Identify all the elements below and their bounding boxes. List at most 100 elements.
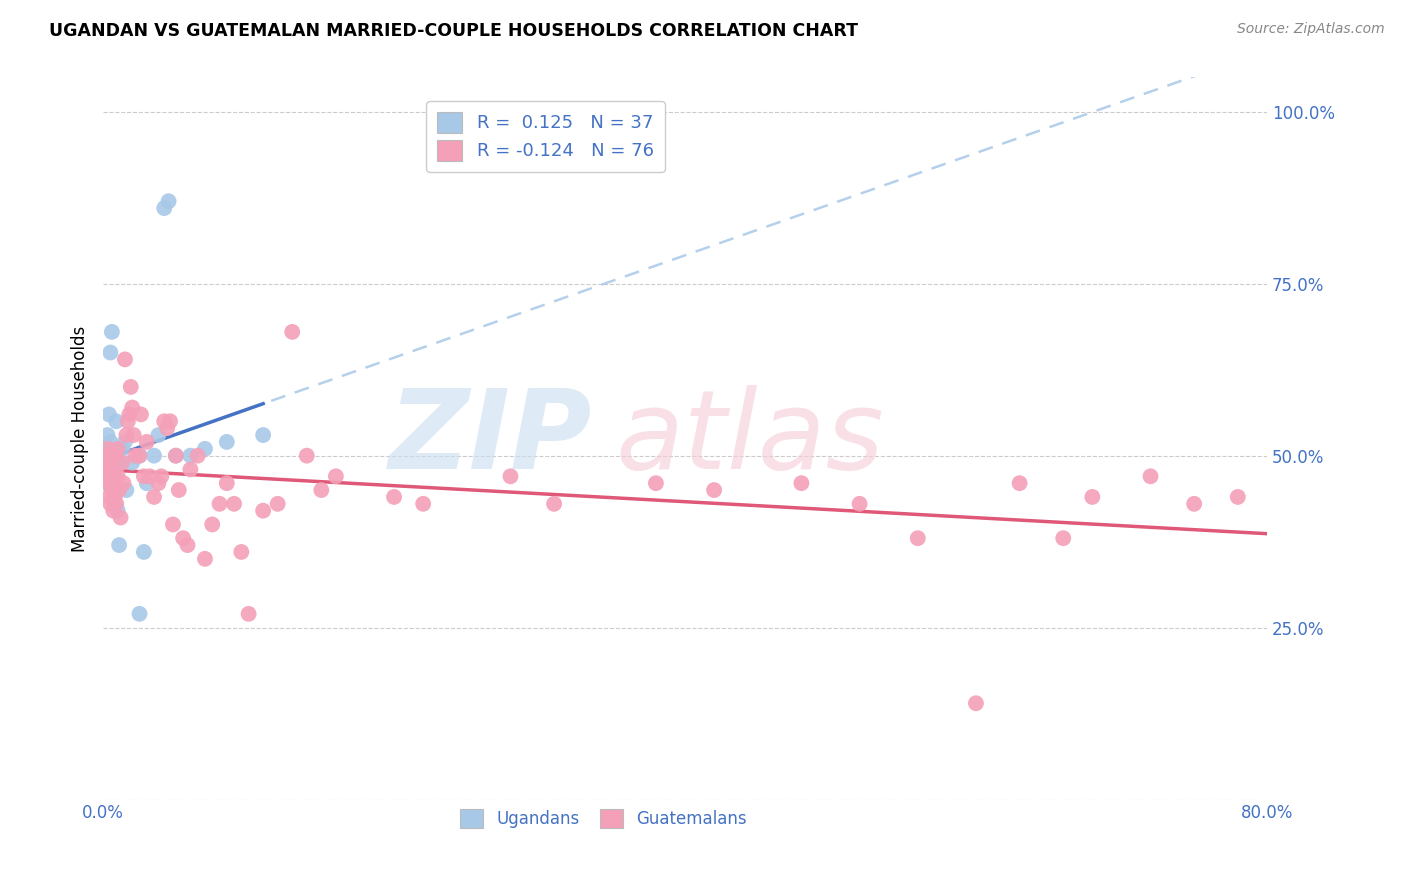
Point xyxy=(132,469,155,483)
Point xyxy=(121,456,143,470)
Point xyxy=(165,449,187,463)
Point xyxy=(96,456,118,470)
Point xyxy=(108,538,131,552)
Point xyxy=(121,401,143,415)
Point xyxy=(703,483,725,497)
Point xyxy=(97,408,120,422)
Point xyxy=(104,469,127,483)
Point xyxy=(103,469,125,483)
Y-axis label: Married-couple Households: Married-couple Households xyxy=(72,326,89,551)
Point xyxy=(115,483,138,497)
Point xyxy=(94,449,117,463)
Point xyxy=(143,449,166,463)
Point xyxy=(104,490,127,504)
Point xyxy=(100,345,122,359)
Point xyxy=(157,194,180,209)
Point xyxy=(96,456,118,470)
Point xyxy=(965,696,987,710)
Point xyxy=(122,428,145,442)
Point xyxy=(100,462,122,476)
Point xyxy=(165,449,187,463)
Point xyxy=(176,538,198,552)
Point xyxy=(94,476,117,491)
Point xyxy=(162,517,184,532)
Point xyxy=(215,476,238,491)
Point xyxy=(117,414,139,428)
Point xyxy=(96,442,118,456)
Point xyxy=(128,449,150,463)
Point xyxy=(107,456,129,470)
Point xyxy=(138,469,160,483)
Point xyxy=(115,428,138,442)
Point xyxy=(645,476,668,491)
Point xyxy=(848,497,870,511)
Point xyxy=(103,449,125,463)
Point xyxy=(100,497,122,511)
Point xyxy=(97,490,120,504)
Point xyxy=(135,476,157,491)
Legend: Ugandans, Guatemalans: Ugandans, Guatemalans xyxy=(453,802,754,835)
Point xyxy=(295,449,318,463)
Point xyxy=(153,201,176,215)
Point xyxy=(108,483,131,497)
Point xyxy=(252,504,274,518)
Point xyxy=(97,476,120,491)
Point xyxy=(114,352,136,367)
Point xyxy=(104,497,127,511)
Point xyxy=(1008,476,1031,491)
Point xyxy=(135,434,157,449)
Point xyxy=(1226,490,1249,504)
Point xyxy=(790,476,813,491)
Text: UGANDAN VS GUATEMALAN MARRIED-COUPLE HOUSEHOLDS CORRELATION CHART: UGANDAN VS GUATEMALAN MARRIED-COUPLE HOU… xyxy=(49,22,858,40)
Point xyxy=(103,504,125,518)
Point xyxy=(94,469,117,483)
Point xyxy=(112,476,135,491)
Point xyxy=(325,469,347,483)
Point xyxy=(499,469,522,483)
Point xyxy=(107,504,129,518)
Point xyxy=(101,462,124,476)
Point xyxy=(907,531,929,545)
Point xyxy=(382,490,405,504)
Point xyxy=(118,408,141,422)
Point xyxy=(124,449,146,463)
Point xyxy=(132,545,155,559)
Point xyxy=(208,497,231,511)
Point xyxy=(111,456,134,470)
Point xyxy=(281,325,304,339)
Point xyxy=(194,442,217,456)
Point xyxy=(97,442,120,456)
Point xyxy=(148,476,170,491)
Point xyxy=(96,428,118,442)
Point xyxy=(1081,490,1104,504)
Point xyxy=(93,462,115,476)
Point xyxy=(101,483,124,497)
Point xyxy=(100,434,122,449)
Point xyxy=(128,607,150,621)
Point xyxy=(128,449,150,463)
Point xyxy=(267,497,290,511)
Point xyxy=(107,442,129,456)
Point xyxy=(238,607,260,621)
Text: Source: ZipAtlas.com: Source: ZipAtlas.com xyxy=(1237,22,1385,37)
Point xyxy=(215,434,238,449)
Point xyxy=(100,449,122,463)
Point xyxy=(148,428,170,442)
Point xyxy=(104,449,127,463)
Point xyxy=(231,545,253,559)
Point xyxy=(103,490,125,504)
Point xyxy=(110,510,132,524)
Point xyxy=(150,469,173,483)
Text: atlas: atlas xyxy=(616,385,884,492)
Point xyxy=(201,517,224,532)
Point xyxy=(105,414,128,428)
Point xyxy=(111,442,134,456)
Point xyxy=(159,414,181,428)
Point xyxy=(252,428,274,442)
Point xyxy=(129,408,152,422)
Point xyxy=(194,551,217,566)
Point xyxy=(1182,497,1205,511)
Point xyxy=(114,434,136,449)
Point xyxy=(101,469,124,483)
Point xyxy=(187,449,209,463)
